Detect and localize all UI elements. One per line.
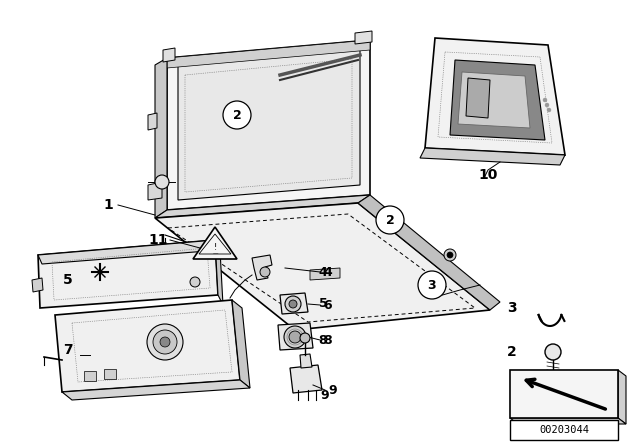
Polygon shape <box>193 227 237 259</box>
Polygon shape <box>425 38 565 155</box>
Text: 8: 8 <box>319 333 327 346</box>
Text: 8: 8 <box>323 333 332 346</box>
Text: 2: 2 <box>232 108 241 121</box>
Text: 11: 11 <box>148 233 168 247</box>
Circle shape <box>289 300 297 308</box>
Polygon shape <box>155 58 167 218</box>
Polygon shape <box>155 195 370 218</box>
Circle shape <box>545 103 549 107</box>
Text: 1: 1 <box>103 198 113 212</box>
Polygon shape <box>84 371 96 381</box>
Polygon shape <box>466 78 490 118</box>
Text: 00203044: 00203044 <box>539 425 589 435</box>
Text: 5: 5 <box>63 273 73 287</box>
Circle shape <box>300 333 310 343</box>
Circle shape <box>543 98 547 102</box>
Polygon shape <box>358 195 500 310</box>
Polygon shape <box>104 369 116 379</box>
Circle shape <box>418 271 446 299</box>
Polygon shape <box>300 354 312 368</box>
Text: !: ! <box>213 242 216 251</box>
Text: 10: 10 <box>478 168 498 182</box>
Circle shape <box>223 101 251 129</box>
Text: 3: 3 <box>428 279 436 292</box>
Polygon shape <box>215 240 223 305</box>
Text: 5: 5 <box>319 297 328 310</box>
Circle shape <box>289 331 301 343</box>
Circle shape <box>444 249 456 261</box>
Circle shape <box>260 267 270 277</box>
Circle shape <box>447 252 453 258</box>
Polygon shape <box>38 240 220 264</box>
Text: 9: 9 <box>328 383 337 396</box>
Circle shape <box>284 326 306 348</box>
Bar <box>510 370 618 418</box>
Polygon shape <box>420 148 565 165</box>
Polygon shape <box>55 300 240 392</box>
Polygon shape <box>355 31 372 44</box>
Circle shape <box>190 277 200 287</box>
Circle shape <box>547 108 551 112</box>
Polygon shape <box>32 278 43 292</box>
Polygon shape <box>155 203 490 330</box>
Circle shape <box>147 324 183 360</box>
Text: 2: 2 <box>507 345 517 359</box>
Bar <box>510 420 618 440</box>
Polygon shape <box>252 255 272 280</box>
Polygon shape <box>458 72 530 128</box>
Polygon shape <box>163 48 175 62</box>
Text: 2: 2 <box>386 214 394 227</box>
Polygon shape <box>178 48 360 200</box>
Polygon shape <box>450 60 545 140</box>
Text: 4: 4 <box>319 266 328 279</box>
Circle shape <box>285 296 301 312</box>
Polygon shape <box>310 268 340 280</box>
Polygon shape <box>148 113 157 130</box>
Circle shape <box>153 330 177 354</box>
Polygon shape <box>167 40 370 210</box>
Polygon shape <box>510 418 626 424</box>
Polygon shape <box>148 182 162 200</box>
Polygon shape <box>167 40 370 68</box>
Circle shape <box>545 344 561 360</box>
Text: 7: 7 <box>63 343 73 357</box>
Circle shape <box>376 206 404 234</box>
Polygon shape <box>290 365 322 393</box>
Circle shape <box>160 337 170 347</box>
Text: 4: 4 <box>323 266 332 279</box>
Circle shape <box>155 175 169 189</box>
Polygon shape <box>618 370 626 424</box>
Text: 3: 3 <box>507 301 517 315</box>
Text: 6: 6 <box>323 298 332 311</box>
Polygon shape <box>280 293 308 314</box>
Text: 9: 9 <box>321 388 330 401</box>
Polygon shape <box>62 380 250 400</box>
Polygon shape <box>38 240 218 308</box>
Polygon shape <box>278 323 313 350</box>
Polygon shape <box>232 300 250 388</box>
Text: —: — <box>212 251 218 257</box>
